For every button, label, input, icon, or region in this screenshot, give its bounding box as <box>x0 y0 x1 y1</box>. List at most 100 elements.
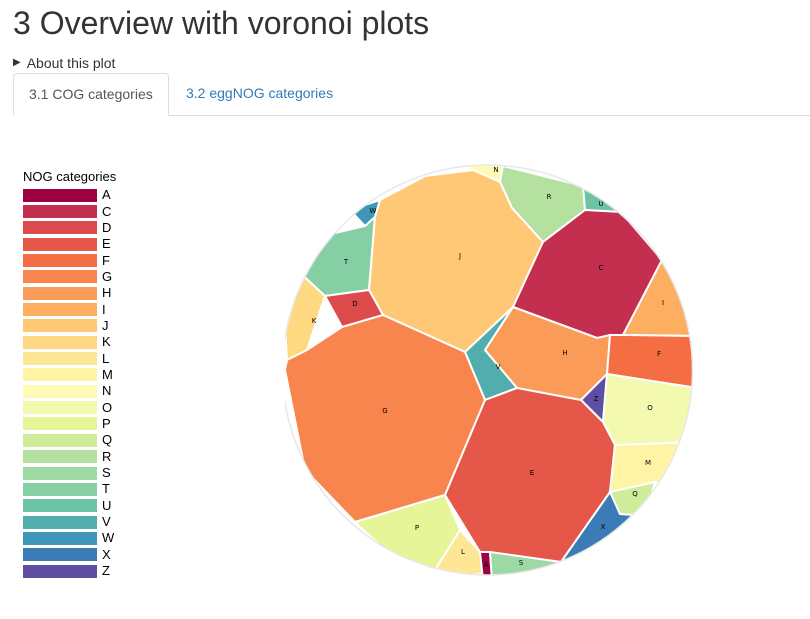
legend-label: V <box>102 514 111 530</box>
legend-swatch <box>23 417 97 431</box>
voronoi-cell-label: X <box>601 523 606 531</box>
voronoi-outline <box>285 164 694 576</box>
voronoi-treemap: N R U W T J C I K D H F V Z O G E M Q X P L A S <box>285 164 697 580</box>
legend-item-l: L <box>23 350 116 366</box>
legend-swatch <box>23 335 97 349</box>
legend-label: T <box>102 481 110 497</box>
voronoi-cell-label: T <box>343 258 349 266</box>
legend-swatch <box>23 564 97 578</box>
legend-item-g: G <box>23 269 116 285</box>
legend-item-c: C <box>23 203 116 219</box>
legend-title: NOG categories <box>23 169 117 184</box>
legend-swatch <box>23 531 97 545</box>
voronoi-cell-label: D <box>352 300 357 308</box>
legend-label: L <box>102 350 110 366</box>
legend-label: C <box>102 203 112 219</box>
voronoi-cell-label: I <box>662 299 664 307</box>
legend-item-n: N <box>23 383 116 399</box>
legend-label: Z <box>102 563 110 579</box>
legend-label: E <box>102 236 111 252</box>
legend-label: W <box>102 530 115 546</box>
legend-swatch <box>23 384 97 398</box>
legend-swatch <box>23 433 97 447</box>
about-plot-label: About this plot <box>26 55 116 71</box>
legend-swatch <box>23 352 97 366</box>
legend-label: R <box>102 448 112 464</box>
voronoi-cell-label: K <box>312 317 317 325</box>
voronoi-cell-label: E <box>530 469 534 477</box>
legend-swatch <box>23 450 97 464</box>
legend-item-o: O <box>23 399 116 415</box>
legend-label: S <box>102 465 111 481</box>
legend-label: N <box>102 383 112 399</box>
voronoi-cell-label: Z <box>594 395 599 403</box>
legend-label: F <box>102 252 110 268</box>
voronoi-cell-u[interactable] <box>581 183 625 214</box>
legend-label: I <box>102 301 106 317</box>
legend-item-i: I <box>23 301 116 317</box>
legend-item-s: S <box>23 465 116 481</box>
legend-swatch <box>23 286 97 300</box>
voronoi-cell-label: J <box>458 252 461 260</box>
legend-item-f: F <box>23 252 116 268</box>
voronoi-cell-label: F <box>657 350 661 358</box>
legend-swatch <box>23 548 97 562</box>
legend-swatch <box>23 401 97 415</box>
voronoi-cell-g[interactable] <box>285 313 487 524</box>
legend-label: A <box>102 187 111 203</box>
legend-swatch <box>23 303 97 317</box>
legend-item-d: D <box>23 220 116 236</box>
voronoi-cell-label: L <box>461 548 465 556</box>
voronoi-cell-label: N <box>493 166 498 174</box>
legend-label: M <box>102 366 113 382</box>
legend-item-h: H <box>23 285 116 301</box>
legend-label: X <box>102 546 111 562</box>
legend-swatch <box>23 205 97 219</box>
voronoi-cell-label: S <box>519 559 524 567</box>
disclosure-triangle-icon: ▶ <box>13 57 21 68</box>
voronoi-cell-label: G <box>382 407 387 415</box>
legend-swatch <box>23 188 97 202</box>
voronoi-cell-label: C <box>599 264 604 272</box>
voronoi-cell-label: P <box>415 524 419 532</box>
legend-item-a: A <box>23 187 116 203</box>
legend-item-k: K <box>23 334 116 350</box>
legend-item-w: W <box>23 530 116 546</box>
tab-cog-categories[interactable]: 3.1 COG categories <box>13 73 169 116</box>
legend-swatch <box>23 368 97 382</box>
legend-swatch <box>23 254 97 268</box>
voronoi-cell-s[interactable] <box>488 550 565 580</box>
page-title: 3 Overview with voronoi plots <box>13 5 430 41</box>
legend-label: O <box>102 399 113 415</box>
voronoi-cell-label: A <box>484 561 489 569</box>
legend-swatch <box>23 482 97 496</box>
legend-item-m: M <box>23 367 116 383</box>
voronoi-cell-label: O <box>647 404 653 412</box>
legend-swatch <box>23 237 97 251</box>
about-plot-toggle[interactable]: ▶ About this plot <box>13 54 115 72</box>
voronoi-cell-label: V <box>496 363 501 371</box>
voronoi-cell-label: Q <box>632 490 638 498</box>
legend-label: G <box>102 268 113 284</box>
legend-item-q: Q <box>23 432 116 448</box>
legend-item-z: Z <box>23 563 116 579</box>
legend-label: H <box>102 285 112 301</box>
legend-label: J <box>102 317 109 333</box>
voronoi-cell-label: W <box>370 207 377 215</box>
voronoi-cell-f[interactable] <box>605 334 697 390</box>
legend-item-j: J <box>23 318 116 334</box>
legend-label: D <box>102 219 112 235</box>
legend-label: P <box>102 415 111 431</box>
voronoi-cell-a[interactable] <box>478 551 494 580</box>
legend-item-t: T <box>23 481 116 497</box>
tab-eggnog-categories[interactable]: 3.2 eggNOG categories <box>186 85 334 101</box>
voronoi-cell-label: H <box>562 349 567 357</box>
legend-item-u: U <box>23 498 116 514</box>
legend-swatch <box>23 515 97 529</box>
voronoi-cell-label: U <box>598 200 603 208</box>
legend-swatch <box>23 466 97 480</box>
legend-item-p: P <box>23 416 116 432</box>
voronoi-cell-label: M <box>645 459 651 467</box>
